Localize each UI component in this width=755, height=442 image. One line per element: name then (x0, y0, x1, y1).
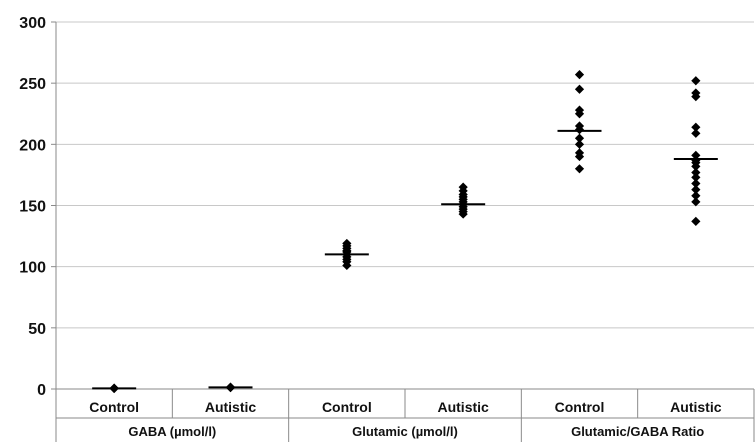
data-point (458, 209, 468, 219)
data-point (574, 164, 585, 174)
data-point (691, 172, 701, 182)
data-marks (92, 70, 718, 394)
x-group-label: GABA (µmol/l) (128, 424, 216, 439)
data-point (691, 161, 701, 171)
data-point (691, 150, 701, 160)
y-tick-label: 200 (19, 137, 46, 154)
data-point (691, 76, 701, 86)
y-tick-label: 0 (37, 382, 46, 399)
y-tick-labels: 0 50 100 150 200 250 300 (19, 15, 46, 399)
data-point (574, 133, 585, 143)
data-point (691, 128, 701, 138)
data-point (574, 139, 585, 149)
data-point (691, 122, 701, 132)
y-tick-label: 100 (19, 260, 46, 277)
data-point (574, 109, 585, 119)
x-category-label: Autistic (205, 399, 257, 415)
x-category-label: Autistic (670, 399, 722, 415)
data-point (691, 184, 701, 195)
gridlines (56, 21, 754, 329)
y-tick-label: 250 (19, 76, 46, 93)
x-category-label: Control (555, 399, 605, 415)
data-point (691, 92, 701, 102)
y-tick-label: 300 (19, 15, 46, 32)
x-category-label: Control (322, 399, 372, 415)
data-point (574, 84, 585, 94)
data-point (691, 167, 701, 178)
y-tick-label: 150 (19, 199, 46, 216)
y-tick-label: 50 (28, 321, 46, 338)
data-point (574, 70, 585, 80)
data-point (691, 216, 701, 227)
data-point (574, 151, 585, 162)
x-group-label: Glutamic/GABA Ratio (571, 424, 704, 439)
x-category-labels: Control Autistic Control Autistic Control Aut… (89, 399, 721, 415)
data-point (574, 125, 585, 135)
data-point (691, 191, 701, 201)
data-point (342, 260, 352, 271)
x-category-label: Control (89, 399, 139, 415)
data-point (691, 178, 701, 189)
x-group-labels: GABA (µmol/l) Glutamic (µmol/l) Glutamic/G… (128, 424, 704, 439)
x-category-label: Autistic (437, 399, 489, 415)
data-point (691, 197, 701, 207)
x-group-label: Glutamic (µmol/l) (352, 424, 458, 439)
axes (51, 21, 755, 442)
